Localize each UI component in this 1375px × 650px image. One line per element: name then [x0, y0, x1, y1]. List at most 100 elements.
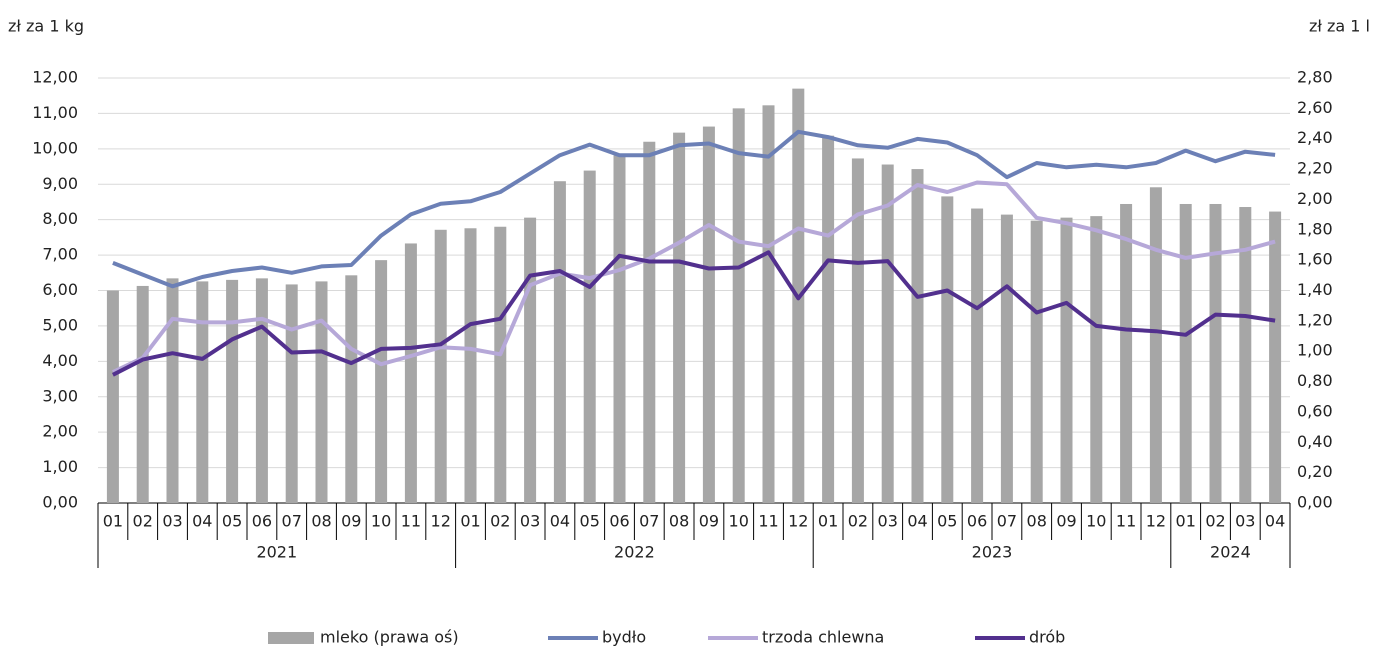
x-tick-label: 08	[311, 512, 331, 531]
bar	[226, 279, 239, 503]
x-tick-label: 06	[967, 512, 987, 531]
x-tick-label: 03	[162, 512, 182, 531]
bar	[315, 281, 328, 503]
x-tick-label: 09	[341, 512, 361, 531]
x-tick-label: 03	[878, 512, 898, 531]
x-tick-label: 12	[431, 512, 451, 531]
y2-tick-label: 2,00	[1297, 189, 1333, 208]
bar	[553, 181, 566, 503]
y-tick-label: 3,00	[42, 386, 78, 405]
y2-tick-label: 0,80	[1297, 371, 1333, 390]
x-tick-label: 11	[401, 512, 421, 531]
bar	[464, 228, 477, 503]
bar	[702, 126, 715, 504]
x-tick-label: 09	[699, 512, 719, 531]
x-tick-label: 02	[490, 512, 510, 531]
x-tick-label: 06	[609, 512, 629, 531]
x-tick-label: 02	[848, 512, 868, 531]
x-tick-label: 10	[729, 512, 749, 531]
y-tick-label: 4,00	[42, 351, 78, 370]
year-label: 2022	[614, 543, 655, 562]
y2-tick-label: 0,40	[1297, 432, 1333, 451]
y-tick-label: 9,00	[42, 174, 78, 193]
y-tick-label: 7,00	[42, 245, 78, 264]
bar	[1179, 203, 1192, 503]
bar	[1060, 217, 1073, 503]
bar	[1269, 211, 1282, 504]
bar	[524, 217, 537, 503]
x-tick-label: 03	[1235, 512, 1255, 531]
x-tick-label: 06	[252, 512, 272, 531]
y2-tick-label: 0,20	[1297, 462, 1333, 481]
x-tick-label: 01	[460, 512, 480, 531]
x-tick-label: 12	[1146, 512, 1166, 531]
y2-tick-label: 2,40	[1297, 128, 1333, 147]
bar	[851, 158, 864, 504]
bar	[136, 285, 149, 503]
x-tick-label: 10	[1086, 512, 1106, 531]
x-tick-label: 08	[669, 512, 689, 531]
bar	[941, 196, 954, 503]
bar	[1209, 203, 1222, 503]
x-tick-label: 10	[371, 512, 391, 531]
y-tick-label: 12,00	[32, 68, 78, 87]
x-tick-label: 04	[550, 512, 570, 531]
x-tick-label: 02	[1205, 512, 1225, 531]
bar	[166, 278, 179, 503]
y-axis-title: zł za 1 kg	[8, 17, 84, 36]
x-tick-label: 04	[192, 512, 212, 531]
bar	[1120, 203, 1133, 503]
bar	[1149, 187, 1162, 504]
legend-label: bydło	[602, 628, 646, 647]
x-tick-label: 05	[580, 512, 600, 531]
legend-label: mleko (prawa oś)	[320, 628, 459, 647]
bar	[583, 170, 596, 503]
bar	[494, 226, 507, 503]
y-tick-label: 10,00	[32, 138, 78, 157]
x-tick-label: 09	[1056, 512, 1076, 531]
x-tick-label: 08	[1027, 512, 1047, 531]
line	[111, 250, 1276, 377]
bar	[732, 108, 745, 503]
bar	[673, 132, 686, 503]
year-label: 2024	[1210, 543, 1251, 562]
y-tick-label: 5,00	[42, 315, 78, 334]
bar	[1239, 207, 1252, 503]
y-tick-label: 1,00	[42, 457, 78, 476]
x-tick-label: 07	[639, 512, 659, 531]
y2-tick-label: 1,00	[1297, 341, 1333, 360]
bar	[434, 229, 447, 504]
bar	[911, 169, 924, 504]
x-tick-label: 03	[520, 512, 540, 531]
x-tick-label: 05	[222, 512, 242, 531]
bar	[643, 141, 656, 503]
bar	[1090, 216, 1103, 503]
bar	[881, 164, 894, 503]
bar	[345, 275, 358, 503]
x-tick-label: 02	[133, 512, 153, 531]
y2-tick-label: 1,60	[1297, 250, 1333, 269]
x-tick-label: 05	[937, 512, 957, 531]
bar	[285, 284, 298, 503]
x-tick-label: 11	[1116, 512, 1136, 531]
year-label: 2023	[972, 543, 1013, 562]
bar	[613, 155, 626, 504]
bar	[255, 278, 268, 503]
bar	[822, 135, 835, 503]
y2-tick-label: 1,20	[1297, 310, 1333, 329]
year-label: 2021	[256, 543, 297, 562]
bar	[106, 290, 119, 503]
x-tick-label: 11	[758, 512, 778, 531]
y2-axis-title: zł za 1 l	[1309, 17, 1370, 36]
x-tick-label: 12	[788, 512, 808, 531]
x-tick-label: 01	[818, 512, 838, 531]
legend-swatch	[268, 632, 314, 644]
y-tick-label: 8,00	[42, 209, 78, 228]
line	[112, 180, 1276, 374]
bar	[196, 281, 209, 503]
x-tick-label: 04	[907, 512, 927, 531]
x-tick-label: 01	[103, 512, 123, 531]
legend-label: drób	[1029, 628, 1065, 647]
bar	[1030, 220, 1043, 503]
